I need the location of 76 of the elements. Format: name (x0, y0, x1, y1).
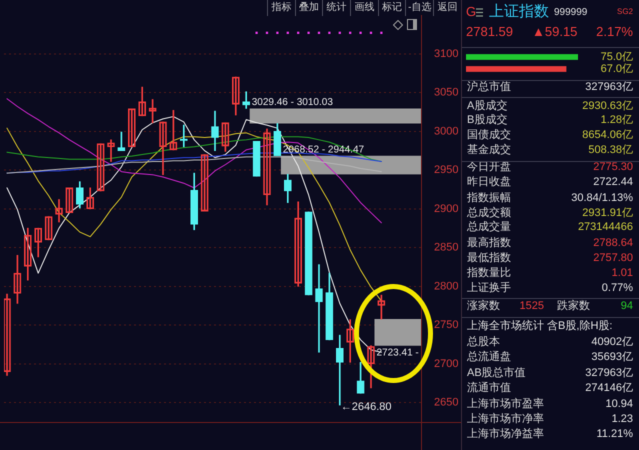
text: 1.28亿 (600, 114, 633, 126)
category-label: 上海市场市净率 (467, 412, 544, 425)
text: 1525 (520, 300, 544, 312)
category-label: A股成交 (467, 100, 508, 112)
category-label: 上证换手 (467, 282, 511, 294)
y-tick-label: 2750 (434, 319, 458, 332)
category-label: 总成交额 (467, 206, 511, 219)
text: G (466, 4, 476, 19)
text: 2930.63亿 (582, 100, 633, 112)
text: 2775.30 (593, 160, 633, 173)
text: 0.77% (602, 282, 633, 294)
y-tick-label: 3100 (434, 48, 458, 60)
text: 上海全市场统计 含B股,除H股: (467, 320, 612, 332)
candlestick (315, 264, 323, 353)
category-label: 上海市场市盈率 (467, 398, 544, 410)
text: 2781.59 (466, 24, 513, 39)
text: 999999 (554, 6, 588, 18)
text: -自选 (405, 0, 434, 16)
text: 统计 (322, 0, 350, 16)
text: 10.94 (605, 398, 633, 410)
text: 2788.64 (593, 236, 633, 249)
category-label: 指数量比 (467, 266, 511, 279)
category-label: 流通市值 (467, 382, 511, 394)
text: 2757.80 (593, 252, 633, 264)
text: 指标 (267, 0, 295, 16)
category-label: 总流通盘 (467, 350, 511, 363)
text: 1.01 (612, 266, 633, 279)
y-tick-label: 2800 (434, 280, 458, 292)
y-tick-label: 2850 (434, 242, 458, 254)
y-tick-label: 2700 (434, 358, 458, 370)
text: 画线 (350, 0, 378, 16)
category-label: 昨日收盘 (467, 176, 511, 188)
y-tick-label: 3000 (434, 125, 458, 138)
category-label: AB股总市值 (467, 366, 526, 379)
data-label: 75.0亿 (600, 51, 633, 64)
data-label: 67.0亿 (600, 63, 633, 76)
text: 标记 (378, 0, 406, 16)
category-label: 沪总市值 (467, 80, 511, 93)
text: 40902亿 (591, 336, 633, 348)
text: 叠加 (294, 0, 322, 16)
text: 8654.06亿 (582, 128, 633, 141)
category-label: 跌家数 (557, 300, 590, 312)
text: 2.17% (596, 24, 633, 39)
category-label: 最低指数 (467, 252, 511, 264)
text: 11.21% (596, 428, 633, 440)
category-label: 最高指数 (467, 236, 511, 249)
category-label: B股成交 (467, 114, 508, 126)
category-label: 上海市场净益率 (467, 428, 544, 440)
text: 返回 (433, 0, 461, 16)
text: 上证指数 (489, 2, 549, 20)
category-label: 涨家数 (467, 300, 500, 312)
category-label: 总成交量 (467, 220, 511, 233)
annotation: ←2646.80 (340, 401, 392, 414)
category-label: 基金成交 (467, 144, 511, 156)
y-tick-label: 3050 (434, 86, 458, 99)
band-label: 2723.41 - (376, 347, 419, 358)
y-tick-label: 2900 (434, 202, 458, 215)
category-label: 指数振幅 (467, 192, 511, 204)
text: 327963亿 (585, 80, 633, 93)
text: SG2 (616, 6, 633, 16)
text: 327963亿 (585, 366, 633, 379)
text: 273144466 (578, 220, 633, 233)
text: 508.38亿 (588, 144, 633, 156)
y-tick-label: 2650 (434, 396, 458, 409)
text: 274146亿 (585, 382, 633, 394)
text: 2722.44 (593, 176, 633, 188)
y-tick-label: 2950 (434, 164, 458, 176)
text: 1.23 (612, 412, 633, 425)
text: 2931.91亿 (582, 206, 633, 219)
band-label: 3029.46 - 3010.03 (252, 97, 334, 108)
category-label: 国债成交 (467, 128, 511, 141)
category-label: 总股本 (467, 336, 500, 348)
text: 35693亿 (591, 350, 633, 363)
text: 30.84/1.13% (571, 192, 633, 204)
text: ▲59.15 (532, 24, 578, 39)
text: 94 (620, 300, 633, 312)
